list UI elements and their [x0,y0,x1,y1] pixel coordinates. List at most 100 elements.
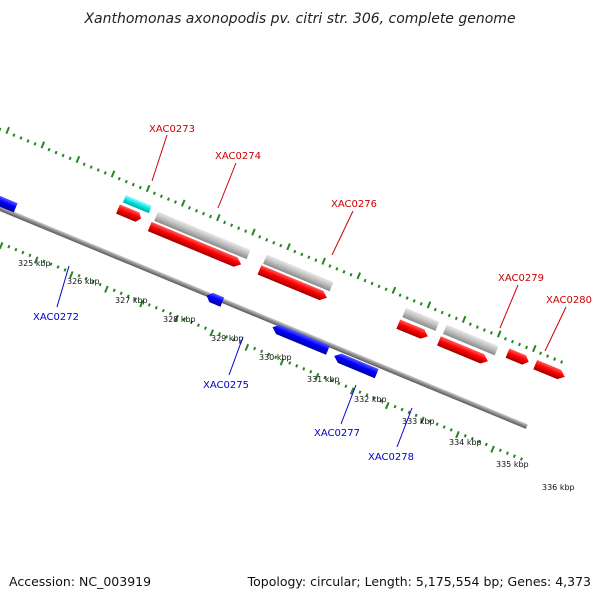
gene-xac0278[interactable] [332,351,379,379]
gene-label-xac0277[interactable]: XAC0277 [314,428,360,439]
minor-tick [195,208,199,213]
major-tick [461,315,467,324]
minor-tick [525,345,529,350]
major-tick [356,272,362,280]
leader-line-xac0273 [151,134,168,182]
gene-xac0273[interactable] [116,204,143,223]
minor-tick [307,255,311,260]
minor-tick [393,404,397,409]
gene-xac0277[interactable] [271,323,330,355]
minor-tick [372,396,376,400]
minor-tick [19,136,23,140]
minor-tick [279,243,283,248]
gene-label-xac0272[interactable]: XAC0272 [33,312,79,323]
minor-tick [309,369,313,374]
label-leaders [56,134,567,448]
minor-tick [223,220,227,225]
minor-tick [168,311,172,316]
feature-xac0280[interactable] [442,324,499,356]
gene-label-xac0278[interactable]: XAC0278 [368,452,414,463]
minor-tick [112,288,116,293]
minor-tick [133,297,137,301]
minor-tick [546,354,550,358]
scale-label: 334 kbp [449,438,482,447]
minor-tick [412,299,416,303]
minor-tick [518,342,521,347]
feature-xac0279[interactable] [402,307,440,331]
minor-tick [89,165,93,169]
gene-right-edge-2[interactable] [533,359,566,381]
gene-label-xac0275[interactable]: XAC0275 [203,380,249,391]
major-tick [145,184,151,193]
scale-label: 335 kbp [496,460,529,469]
minor-tick [63,268,67,272]
scale-label: 332 kbp [354,395,387,404]
gene-xac0274[interactable] [147,221,243,269]
minor-tick [202,211,206,216]
minor-tick [265,238,269,242]
scale-label: 325 kbp [18,259,51,268]
gene-xac0279[interactable] [396,319,429,340]
minor-tick [56,265,60,269]
minor-tick [323,375,327,380]
minor-tick [267,352,271,357]
minor-tick [335,267,339,271]
minor-tick [414,413,418,418]
minor-tick [237,226,241,230]
minor-tick [300,252,304,257]
minor-tick [505,451,509,455]
major-tick [0,241,4,250]
minor-tick [147,303,151,307]
gene-xac0276[interactable] [257,265,329,302]
minor-tick [560,360,564,364]
major-tick [5,126,10,134]
major-tick [209,329,214,337]
minor-tick [173,200,177,204]
feature-xac0276[interactable] [263,254,334,292]
minor-tick [161,308,165,313]
minor-tick [189,320,193,325]
minor-tick [482,328,486,332]
genome-backbone [0,164,528,429]
minor-tick [209,214,213,219]
minor-tick [477,439,481,444]
rna-feature[interactable] [122,195,152,214]
map-title: Xanthomonas axonopodis pv. citri str. 30… [83,11,515,27]
minor-tick [244,229,248,233]
leader-line-xac0272 [56,265,70,308]
major-tick [251,228,256,236]
gene-right-edge-1[interactable] [505,348,531,366]
gene-xac0272[interactable] [0,191,18,213]
leader-line-xac0278 [396,407,413,448]
gene-label-xac0273[interactable]: XAC0273 [149,124,195,135]
minor-tick [337,381,341,386]
minor-tick [293,249,297,254]
minor-tick [398,293,402,297]
accession-text: Accession: NC_003919 [9,574,151,589]
minor-tick [489,331,493,335]
feature-xac0274[interactable] [154,211,251,260]
minor-tick [314,258,318,262]
gene-xac0275[interactable] [205,291,225,307]
scale-label: 329 kbp [211,334,244,343]
minor-tick [463,433,467,438]
minor-tick [400,407,404,412]
minor-tick [82,162,86,166]
minor-tick [253,346,257,351]
minor-tick [440,310,444,315]
gene-xac0280[interactable] [437,336,490,366]
gene-label-xac0280[interactable]: XAC0280 [546,295,592,306]
major-tick [110,170,116,178]
major-tick [104,285,109,293]
gene-label-xac0276[interactable]: XAC0276 [331,199,377,210]
minor-tick [196,323,200,327]
minor-tick [442,425,446,429]
major-tick [455,431,460,439]
gene-label-xac0274[interactable]: XAC0274 [215,151,261,162]
minor-tick [498,448,502,453]
major-tick [349,387,355,395]
minor-tick [405,296,409,300]
gene-label-xac0279[interactable]: XAC0279 [498,273,544,284]
minor-tick [379,399,383,403]
